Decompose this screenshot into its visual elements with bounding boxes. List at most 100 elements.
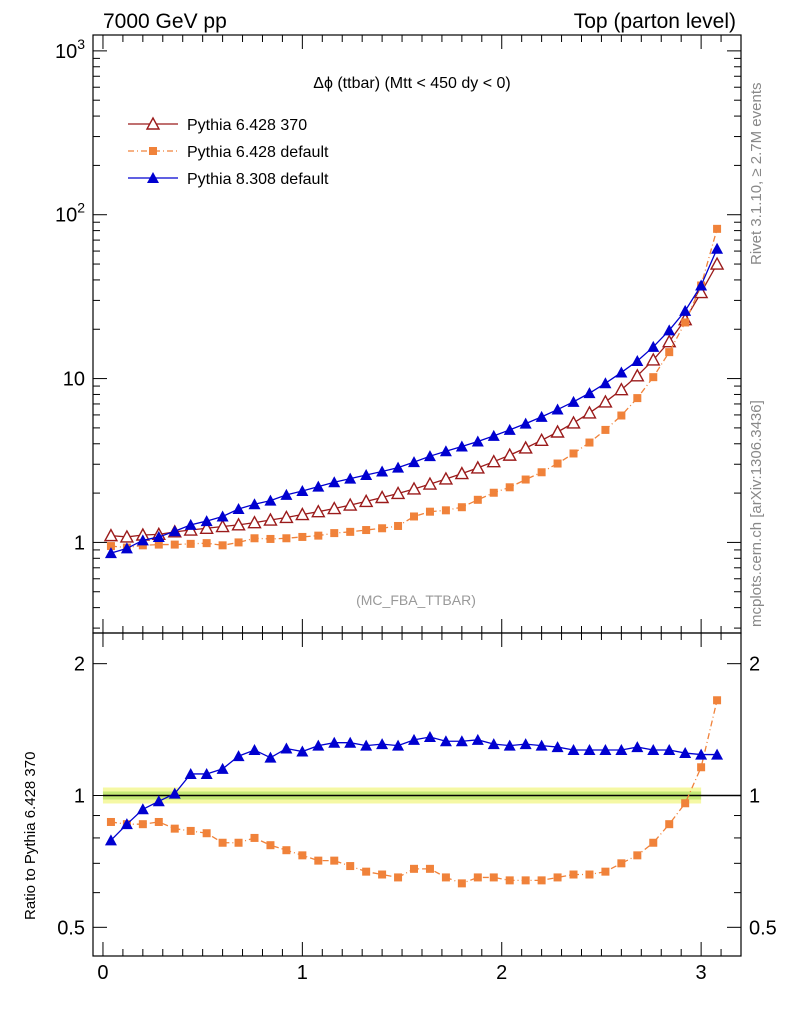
data-point [614,382,629,396]
data-point [138,820,147,829]
data-point [502,447,517,461]
data-point [154,540,163,549]
data-point [665,820,674,829]
data-point [392,461,405,473]
data-point [376,738,389,750]
data-point [519,417,532,429]
data-point [362,867,371,876]
data-point [454,466,470,480]
legend-label: Pythia 6.428 default [187,144,329,161]
data-point [298,532,307,541]
series-pythia-6-428-default [106,224,722,552]
data-point [423,731,436,743]
data-point [184,518,197,530]
data-point [376,465,389,477]
data-point [679,304,692,316]
data-point [601,425,610,434]
series-line [110,228,718,549]
data-point [410,864,419,873]
legend-label: Pythia 6.428 370 [187,117,307,134]
data-point [438,471,454,485]
data-point [264,494,277,506]
data-point [695,279,708,291]
data-point [585,438,594,447]
data-point [550,424,565,438]
data-point [471,435,484,447]
data-point [695,748,708,760]
main-series [103,224,725,559]
data-point [248,744,261,756]
data-point [344,472,357,484]
data-point [535,410,548,422]
side-label-rivet: Rivet 3.1.10, ≥ 2.7M events [748,83,765,266]
data-point [311,504,326,518]
data-point [168,525,181,537]
header-left: 7000 GeV pp [103,10,227,33]
data-point [392,739,405,751]
data-point [646,352,661,366]
data-point [455,440,468,452]
y-tick-label: 2 [74,654,85,676]
data-point [170,824,179,833]
data-point [202,829,211,838]
data-point [199,520,214,534]
data-point [713,696,722,705]
data-point [136,534,149,546]
data-point [569,870,578,879]
data-point [234,838,243,847]
data-point [599,377,612,389]
data-point [663,744,676,756]
data-point [505,876,514,885]
data-point [138,541,147,550]
data-point [330,856,339,865]
data-point [633,851,642,860]
data-point [566,415,581,429]
data-point [567,395,580,407]
data-point [537,876,546,885]
data-point [215,519,230,533]
data-point [106,817,115,826]
data-point [598,394,613,408]
data-point [441,506,450,515]
data-point [471,733,484,745]
data-point [170,540,179,549]
data-point [248,498,261,510]
data-point [346,862,355,871]
data-point [518,440,533,454]
data-point [457,503,466,512]
data-point [120,542,133,554]
data-point [344,736,357,748]
data-point [617,859,626,868]
ratio-axes: 0 1 2 3 0.5 0.5 1 1 2 2 [57,633,777,984]
data-point [679,747,692,759]
x-tick-label: 1 [297,962,308,984]
data-point [266,841,275,850]
y-tick-label: 0.5 [749,917,777,939]
data-point [615,366,628,378]
chart-title: Δϕ (ttbar) (Mtt < 450 dy < 0) [313,75,511,92]
data-point [295,507,310,521]
data-point [486,454,501,468]
data-point [328,476,341,488]
data-point [553,459,562,468]
header-right: Top (parton level) [574,10,736,33]
data-point [136,803,149,815]
data-point [423,450,436,462]
data-point [279,510,294,524]
data-point [312,480,325,492]
data-point [362,526,371,535]
data-point [630,368,645,382]
y-tick-label: 1 [749,785,760,807]
series-pythia-6-428-default [106,696,722,888]
data-point [280,488,293,500]
data-point [551,403,564,415]
data-point [455,735,468,747]
data-point [535,739,548,751]
data-point [218,838,227,847]
data-point [250,833,259,842]
y-tick-label: 1 [74,785,85,807]
data-point [406,481,422,495]
data-point [537,468,546,477]
data-point [503,423,516,435]
